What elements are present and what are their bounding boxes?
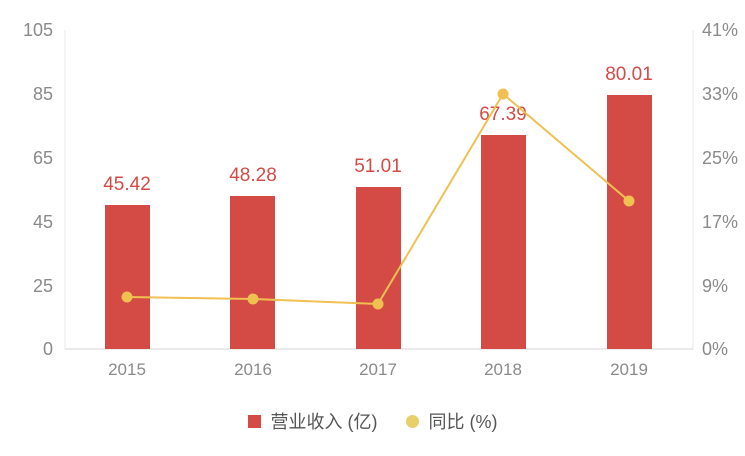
right-tick: 0% — [702, 339, 728, 359]
value-label: 51.01 — [354, 156, 402, 177]
legend-item-revenue[interactable]: 营业收入 (亿) — [247, 408, 378, 434]
bar-2018[interactable] — [481, 135, 526, 349]
x-tick: 2017 — [359, 360, 397, 379]
x-axis-ticks: 2015 2016 2017 2018 2019 — [108, 360, 648, 379]
right-tick: 9% — [702, 276, 728, 296]
growth-line — [121, 88, 635, 310]
revenue-bars — [105, 95, 652, 349]
chart-legend: 营业收入 (亿) 同比 (%) — [0, 408, 745, 434]
bar-2016[interactable] — [230, 196, 275, 349]
value-label: 45.42 — [103, 174, 151, 195]
growth-point-2019[interactable] — [623, 195, 635, 207]
value-label: 80.01 — [605, 64, 653, 85]
left-tick: 85 — [33, 84, 53, 104]
bar-2017[interactable] — [356, 187, 401, 349]
legend-item-growth[interactable]: 同比 (%) — [405, 408, 498, 434]
x-tick: 2019 — [610, 360, 648, 379]
growth-point-2015[interactable] — [121, 291, 133, 303]
value-label: 67.39 — [479, 104, 527, 125]
right-tick: 17% — [702, 212, 738, 232]
right-tick: 25% — [702, 148, 738, 168]
left-tick: 105 — [23, 20, 53, 40]
bar-value-labels: 45.42 48.28 51.01 67.39 80.01 — [103, 64, 653, 195]
growth-point-2017[interactable] — [372, 298, 384, 310]
right-axis-ticks: 41% 33% 25% 17% 9% 0% — [702, 20, 738, 359]
left-axis-ticks: 105 85 65 45 25 0 — [23, 20, 53, 359]
legend-label: 同比 (%) — [428, 412, 498, 432]
x-tick: 2018 — [484, 360, 522, 379]
bar-swatch-icon — [247, 414, 261, 428]
left-tick: 0 — [43, 339, 53, 359]
x-tick: 2016 — [234, 360, 272, 379]
growth-point-2018[interactable] — [497, 88, 509, 100]
dot-swatch-icon — [405, 414, 419, 428]
left-tick: 25 — [33, 276, 53, 296]
combo-chart: 105 85 65 45 25 0 41% 33% 25% 17% 9% 0% … — [23, 20, 738, 379]
x-tick: 2015 — [108, 360, 146, 379]
right-tick: 33% — [702, 84, 738, 104]
right-tick: 41% — [702, 20, 738, 40]
left-tick: 65 — [33, 148, 53, 168]
bar-2019[interactable] — [607, 95, 652, 349]
left-tick: 45 — [33, 212, 53, 232]
legend-label: 营业收入 (亿) — [270, 412, 378, 432]
bar-2015[interactable] — [105, 205, 150, 349]
growth-point-2016[interactable] — [247, 293, 259, 305]
value-label: 48.28 — [229, 165, 277, 186]
